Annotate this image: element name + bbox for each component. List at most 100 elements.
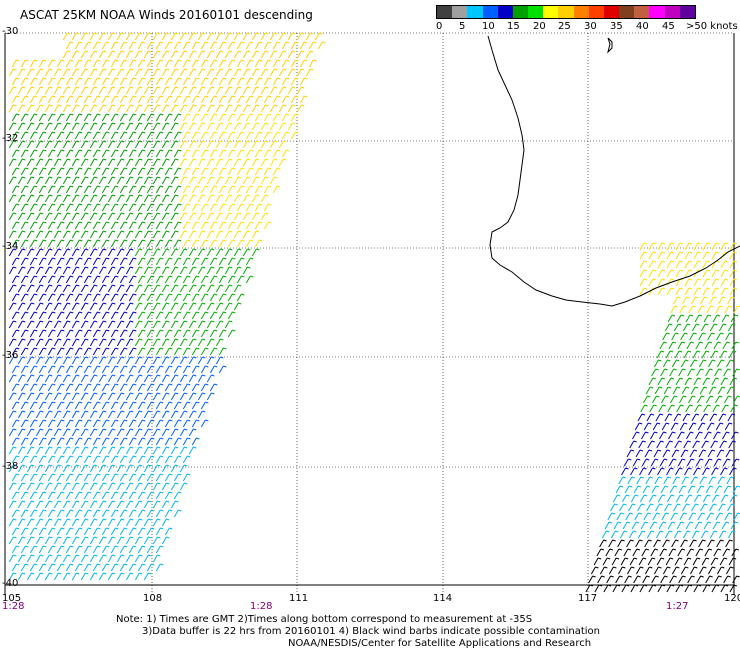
wind-barb <box>101 329 110 338</box>
wind-barb <box>254 185 263 194</box>
wind-barb <box>119 437 128 446</box>
wind-barb <box>728 350 737 359</box>
wind-barb <box>107 320 116 329</box>
wind-barb <box>20 59 29 68</box>
wind-barb <box>662 566 671 575</box>
wind-barb <box>170 158 179 167</box>
colorbar-segment <box>634 6 650 18</box>
wind-barb <box>236 239 245 248</box>
wind-barb <box>134 572 143 581</box>
wind-barb <box>143 176 152 185</box>
wind-barb <box>116 122 125 131</box>
wind-barb <box>671 539 679 548</box>
wind-barb <box>17 482 26 491</box>
wind-barb <box>677 458 686 467</box>
wind-barb <box>116 320 125 329</box>
wind-barb <box>713 458 722 467</box>
wind-barb <box>35 266 44 275</box>
wind-barb <box>56 455 65 464</box>
wind-barb <box>227 95 236 104</box>
wind-barb <box>26 86 35 95</box>
wind-barb <box>146 185 155 194</box>
wind-barb <box>242 248 251 257</box>
wind-barb <box>706 512 714 521</box>
wind-barb <box>648 467 656 476</box>
wind-barb <box>674 557 683 566</box>
wind-barb <box>224 230 233 239</box>
wind-barb <box>101 167 110 176</box>
wind-barb <box>666 242 675 251</box>
wind-barb <box>83 149 92 158</box>
wind-barb <box>134 446 143 455</box>
wind-barb <box>107 68 116 77</box>
colorbar-segment <box>497 6 513 18</box>
wind-barb <box>38 185 47 194</box>
wind-barb <box>173 509 182 518</box>
wind-barb <box>687 368 695 377</box>
wind-barb <box>683 350 692 359</box>
wind-barb <box>200 401 209 410</box>
wind-barb <box>296 86 305 95</box>
wind-barb <box>714 368 722 377</box>
wind-barb <box>71 230 80 239</box>
wind-barb <box>44 482 53 491</box>
wind-barb <box>92 41 101 50</box>
wind-barb <box>110 401 119 410</box>
wind-barb <box>65 131 74 140</box>
wind-barb <box>11 383 20 392</box>
wind-barb <box>110 347 119 356</box>
wind-barb <box>11 203 20 212</box>
wind-barb <box>83 167 92 176</box>
wind-barb <box>161 320 170 329</box>
wind-barb <box>191 275 200 284</box>
wind-barb <box>47 167 56 176</box>
wind-barb <box>116 230 125 239</box>
wind-barb <box>661 422 670 431</box>
wind-barb <box>657 242 666 251</box>
wind-barb <box>143 554 152 563</box>
wind-barb <box>251 158 260 167</box>
wind-barb <box>35 500 44 509</box>
wind-barb <box>209 167 218 176</box>
wind-barb <box>62 500 71 509</box>
wind-barb <box>11 149 20 158</box>
wind-barb <box>146 275 155 284</box>
wind-barb <box>83 113 92 122</box>
wind-barb <box>686 458 695 467</box>
wind-barb <box>71 284 80 293</box>
wind-barb <box>711 251 720 260</box>
wind-barb <box>675 269 684 278</box>
wind-barb <box>200 275 209 284</box>
wind-barb <box>164 113 173 122</box>
wind-barb <box>56 311 65 320</box>
wind-barb <box>125 284 134 293</box>
wind-barb <box>720 377 729 386</box>
wind-barb <box>119 203 128 212</box>
wind-barb <box>170 104 179 113</box>
wind-barb <box>20 329 29 338</box>
wind-barb <box>626 566 635 575</box>
wind-barb <box>80 50 89 59</box>
wind-barb <box>71 356 80 365</box>
wind-barb <box>134 356 143 365</box>
wind-barb <box>26 446 35 455</box>
wind-barb <box>38 383 47 392</box>
wind-barb <box>697 512 705 521</box>
wind-barb <box>11 365 20 374</box>
wind-barb <box>623 458 632 467</box>
wind-barb <box>74 365 83 374</box>
wind-barb <box>101 455 110 464</box>
wind-barb <box>260 176 269 185</box>
wind-barb <box>233 140 242 149</box>
colorbar-segment <box>649 6 665 18</box>
wind-barb <box>170 464 179 473</box>
wind-barb <box>38 275 47 284</box>
wind-barb <box>107 104 116 113</box>
wind-barb <box>26 230 35 239</box>
wind-barb <box>17 320 26 329</box>
colorbar-label: 10 <box>482 21 495 32</box>
wind-barb <box>182 275 191 284</box>
wind-barb <box>164 59 173 68</box>
wind-barb <box>146 293 155 302</box>
wind-barb <box>685 521 694 530</box>
